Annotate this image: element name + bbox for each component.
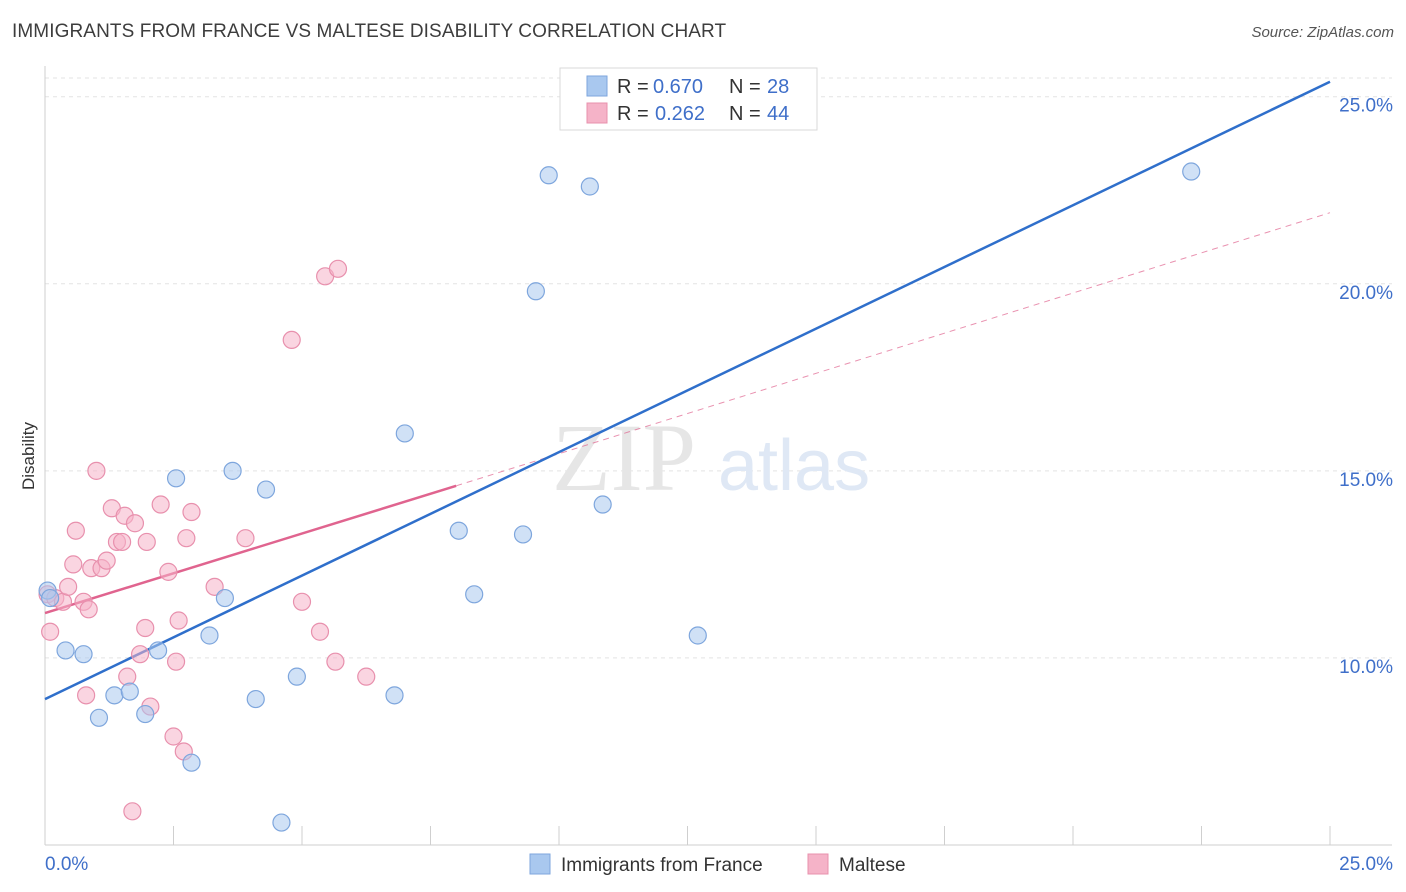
france-point [200, 626, 219, 645]
maltese-point [66, 521, 85, 540]
legend-n-label-france: N = [729, 76, 761, 98]
maltese-point [292, 592, 312, 611]
series-legend: Immigrants from France Maltese [529, 853, 906, 876]
france-point [593, 495, 612, 514]
maltese-point [166, 652, 186, 671]
france-point [395, 424, 414, 443]
maltese-point [328, 259, 348, 278]
maltese-trend-line [44, 484, 457, 615]
france-point [513, 525, 533, 544]
france-point [256, 480, 276, 499]
maltese-point [97, 551, 116, 570]
legend-n-label-maltese: N = [729, 103, 761, 125]
maltese-point [182, 502, 201, 522]
france-point [166, 469, 186, 488]
france-point [449, 521, 468, 540]
legend-r-label-france: R = [617, 76, 649, 98]
stats-legend: R = 0.670 N = 28 R = 0.262 N = 44 [559, 67, 818, 131]
france-point [465, 585, 484, 604]
france-point [526, 282, 545, 301]
maltese-point [282, 330, 301, 350]
france-point [1182, 162, 1201, 181]
x-tick-labels: 0.0% 25.0% [45, 854, 1393, 875]
france-point [148, 641, 168, 660]
maltese-point [125, 514, 145, 533]
legend-r-value-france: 0.670 [653, 76, 703, 98]
france-trend-line [44, 80, 1331, 701]
chart-title: IMMIGRANTS FROM FRANCE VS MALTESE DISABI… [12, 21, 727, 42]
bottom-legend-swatch-maltese [807, 853, 829, 875]
france-point [105, 686, 124, 705]
france-point [215, 588, 234, 608]
france-points [38, 162, 1201, 832]
trend-lines [44, 80, 1331, 701]
maltese-point [118, 667, 137, 686]
source-label: Source: ZipAtlas.com [1251, 24, 1394, 41]
maltese-point [205, 577, 224, 596]
bottom-legend-swatch-france [529, 853, 551, 875]
legend-n-value-france: 28 [767, 76, 789, 98]
legend-r-label-maltese: R = [617, 103, 649, 125]
france-point [539, 166, 558, 185]
maltese-point [79, 600, 98, 619]
legend-swatch-france [586, 75, 608, 97]
france-point [223, 461, 242, 480]
maltese-point [123, 802, 142, 821]
maltese-point [112, 532, 132, 552]
y-axis-label: Disability [19, 421, 38, 490]
france-point [246, 689, 265, 709]
france-point [182, 753, 201, 772]
france-point [136, 704, 155, 724]
legend-n-value-maltese: 44 [767, 103, 789, 125]
maltese-point [236, 529, 255, 548]
legend-swatch-maltese [586, 102, 608, 124]
y-tick-label: 25.0% [1339, 96, 1393, 117]
france-point [385, 686, 404, 705]
watermark-atlas: atlas [718, 426, 870, 506]
maltese-point [77, 686, 96, 705]
y-tick-label: 10.0% [1339, 657, 1393, 678]
y-tick-labels: 10.0% 15.0% 20.0% 25.0% [1339, 96, 1393, 678]
maltese-point [177, 529, 196, 548]
france-point [74, 645, 93, 664]
france-point [41, 588, 60, 608]
maltese-trend-extension [456, 212, 1331, 487]
maltese-point [87, 461, 106, 480]
x-tick-label-max: 25.0% [1339, 854, 1393, 875]
maltese-point [310, 622, 330, 641]
france-point [272, 813, 291, 832]
axes [44, 66, 1392, 846]
maltese-point [169, 611, 188, 630]
france-point [580, 177, 599, 196]
maltese-point [64, 555, 83, 574]
maltese-point [326, 652, 345, 671]
maltese-point [59, 577, 78, 596]
france-point [89, 708, 109, 727]
france-point [56, 641, 75, 660]
legend-r-value-maltese: 0.262 [655, 103, 705, 125]
y-tick-label: 15.0% [1339, 470, 1393, 491]
france-point [688, 626, 707, 645]
maltese-point [164, 727, 183, 746]
maltese-point [357, 667, 376, 686]
y-tick-label: 20.0% [1339, 283, 1393, 304]
maltese-point [151, 495, 170, 514]
maltese-point [41, 622, 60, 641]
maltese-points [38, 259, 376, 821]
maltese-point [159, 562, 178, 581]
x-tick-label-min: 0.0% [45, 854, 88, 875]
maltese-point [137, 532, 156, 552]
bottom-legend-label-france: Immigrants from France [561, 855, 763, 876]
france-point [287, 667, 306, 686]
maltese-point [130, 645, 150, 664]
france-point [120, 682, 139, 701]
bottom-legend-label-maltese: Maltese [839, 855, 906, 876]
maltese-point [136, 618, 155, 638]
